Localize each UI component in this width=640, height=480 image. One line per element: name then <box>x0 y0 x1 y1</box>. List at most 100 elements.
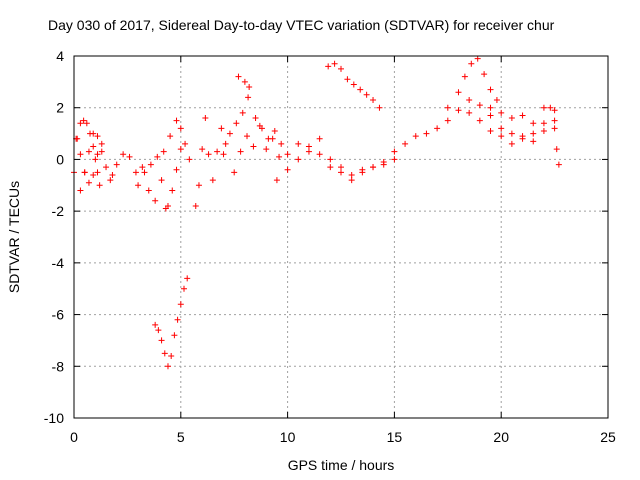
data-point <box>181 285 188 292</box>
data-point <box>192 202 199 209</box>
data-point <box>195 182 202 189</box>
data-point <box>160 148 167 155</box>
data-point <box>135 182 142 189</box>
data-point <box>239 109 246 116</box>
data-point <box>186 156 193 163</box>
data-point <box>295 140 302 147</box>
data-point <box>540 104 547 111</box>
series-arc-4 <box>109 151 169 212</box>
series-arc-6 <box>164 140 193 209</box>
data-point <box>235 73 242 80</box>
data-point <box>391 148 398 155</box>
data-point <box>402 140 409 147</box>
data-point <box>218 125 225 132</box>
series-arc-18 <box>487 104 562 168</box>
series-arc-17 <box>466 109 558 147</box>
series-arc-7 <box>152 275 191 370</box>
data-point <box>466 96 473 103</box>
data-point <box>530 130 537 137</box>
data-point <box>132 169 139 176</box>
data-point <box>256 122 263 129</box>
data-point <box>481 71 488 78</box>
data-point <box>164 363 171 370</box>
data-point <box>376 104 383 111</box>
series-arc-14 <box>325 60 383 111</box>
y-tick-label: -6 <box>52 307 65 323</box>
series-arc-8 <box>192 115 229 209</box>
data-point <box>508 140 515 147</box>
data-point <box>177 146 184 153</box>
data-point <box>370 96 377 103</box>
data-point <box>551 117 558 124</box>
data-point <box>90 143 97 150</box>
x-tick-label: 20 <box>493 429 509 445</box>
x-tick-labels: 0 5 10 15 20 25 <box>70 429 616 445</box>
data-point <box>508 130 515 137</box>
data-point <box>551 107 558 114</box>
data-point <box>444 117 451 124</box>
data-point <box>164 202 171 209</box>
data-point <box>391 156 398 163</box>
data-point <box>139 164 146 171</box>
data-point <box>94 133 101 140</box>
data-point <box>145 187 152 194</box>
data-point <box>412 133 419 140</box>
data-point <box>327 164 334 171</box>
data-point <box>214 148 221 155</box>
data-point <box>173 166 180 173</box>
data-point <box>177 301 184 308</box>
data-point <box>466 109 473 116</box>
series-arc-12 <box>273 143 366 184</box>
data-point <box>90 171 97 178</box>
data-point <box>85 148 92 155</box>
x-tick-label: 25 <box>600 429 616 445</box>
data-point <box>103 164 110 171</box>
x-tick-label: 10 <box>280 429 296 445</box>
data-point <box>434 125 441 132</box>
data-point <box>547 104 554 111</box>
data-point <box>246 84 253 91</box>
data-point <box>250 143 257 150</box>
data-point <box>338 164 344 171</box>
data-point <box>325 63 332 70</box>
data-point <box>161 350 168 357</box>
x-tick-label: 0 <box>70 429 78 445</box>
data-point <box>316 135 323 142</box>
data-point <box>169 187 176 194</box>
data-point <box>476 117 483 124</box>
data-point <box>80 117 87 124</box>
data-point <box>168 352 175 359</box>
data-point <box>158 337 165 344</box>
data-point <box>305 148 312 155</box>
data-point <box>344 76 351 83</box>
series-arc-3 <box>73 135 105 186</box>
data-point <box>498 125 505 132</box>
data-point <box>540 120 547 127</box>
series-arc-5 <box>135 117 184 189</box>
y-tick-labels: -10 -8 -6 -4 -2 0 2 4 <box>44 48 64 426</box>
data-point <box>263 146 270 153</box>
data-point <box>519 112 526 119</box>
data-point <box>348 177 355 184</box>
data-point <box>530 138 537 145</box>
data-point <box>245 94 252 101</box>
data-point <box>237 148 244 155</box>
data-point <box>487 86 494 93</box>
data-point <box>141 169 148 176</box>
data-point <box>555 161 562 168</box>
marks-layer <box>71 55 562 370</box>
data-point <box>222 140 229 147</box>
data-point <box>226 130 233 137</box>
data-point <box>171 332 178 339</box>
data-point <box>182 140 189 147</box>
x-tick-label: 5 <box>177 429 185 445</box>
data-point <box>461 73 468 80</box>
data-point <box>498 133 505 140</box>
data-point <box>273 177 280 184</box>
data-point <box>338 65 344 72</box>
data-point <box>269 135 276 142</box>
data-point <box>278 140 285 147</box>
data-point <box>244 133 251 140</box>
data-point <box>152 197 159 204</box>
data-point <box>338 169 344 176</box>
